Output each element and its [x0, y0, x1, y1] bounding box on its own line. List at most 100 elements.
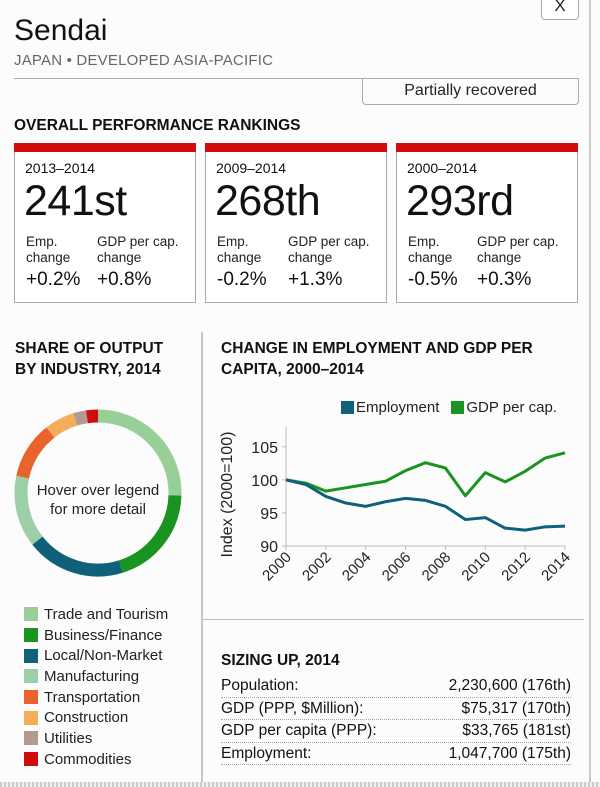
- emp-change-value: -0.2%: [217, 269, 267, 290]
- legend-swatch: [24, 628, 38, 643]
- column-divider: [201, 332, 203, 787]
- donut-segment-utilities: [73, 410, 88, 426]
- emp-change-label: Emp. change: [408, 234, 453, 265]
- emp-change-label: Emp. change: [217, 234, 262, 265]
- sizing-row: GDP per capita (PPP): $33,765 (181st): [221, 720, 571, 743]
- legend-item[interactable]: Business/Finance: [24, 625, 168, 646]
- legend-item[interactable]: Trade and Tourism: [24, 604, 168, 625]
- x-tick-label: 2008: [419, 549, 455, 585]
- rank-period: 2013–2014: [25, 160, 96, 176]
- legend-label: Trade and Tourism: [44, 605, 169, 623]
- city-name: Sendai: [14, 14, 108, 47]
- legend-swatch: [24, 669, 38, 684]
- legend-item[interactable]: Manufacturing: [24, 666, 168, 687]
- x-tick-label: 2010: [458, 549, 494, 585]
- rank-value: 268th: [215, 177, 321, 225]
- legend-label: Manufacturing: [44, 667, 140, 685]
- legend-label: Transportation: [44, 688, 141, 706]
- sizing-label: GDP per capita (PPP):: [221, 722, 377, 739]
- legend-swatch: [24, 752, 38, 767]
- bottom-border: [0, 782, 600, 787]
- sizing-value: 2,230,600 (176th): [448, 677, 571, 694]
- donut-segment-construction: [46, 413, 78, 438]
- legend-item[interactable]: Construction: [24, 707, 168, 728]
- legend-item[interactable]: Commodities: [24, 749, 168, 770]
- y-tick-label: 105: [251, 440, 278, 457]
- legend-label: GDP per cap.: [466, 399, 557, 416]
- legend-swatch: [24, 690, 38, 705]
- rank-card: 2000–2014 293rd Emp. change GDP per cap. c…: [396, 143, 578, 303]
- donut-segment-business-finance: [118, 495, 182, 573]
- gdp-change-value: +0.8%: [97, 269, 152, 290]
- emp-change-label: Emp. change: [26, 234, 71, 265]
- sizing-row: GDP (PPP, $Million): $75,317 (170th): [221, 698, 571, 720]
- emp-change-value: +0.2%: [26, 269, 81, 290]
- line-legend-item[interactable]: Employment: [341, 399, 439, 416]
- status-badge: Partially recovered: [362, 78, 579, 105]
- rank-value: 293rd: [406, 177, 514, 225]
- x-tick-label: 2002: [299, 549, 335, 585]
- rank-card-accent: [14, 143, 196, 152]
- legend-label: Local/Non-Market: [44, 647, 163, 665]
- rank-period: 2009–2014: [216, 160, 287, 176]
- industry-donut-chart: [14, 409, 182, 577]
- rank-card-accent: [396, 143, 578, 152]
- sizing-table: Population: 2,230,600 (176th) GDP (PPP, $…: [221, 675, 571, 765]
- line-chart-legend: Employment GDP per cap.: [341, 399, 569, 416]
- section-divider: [203, 619, 584, 620]
- sizing-label: Employment:: [221, 744, 312, 762]
- line-legend-item[interactable]: GDP per cap.: [451, 399, 557, 416]
- legend-swatch: [24, 731, 38, 746]
- donut-segment-transportation: [16, 427, 55, 479]
- legend-label: Employment: [356, 399, 440, 416]
- legend-item[interactable]: Utilities: [24, 728, 168, 749]
- sizing-label: Population:: [221, 677, 299, 694]
- legend-swatch: [24, 648, 38, 663]
- gdp-change-value: +0.3%: [477, 269, 532, 290]
- series-line-gdp-per-cap: [285, 451, 566, 498]
- donut-segment-trade-and-tourism: [97, 409, 182, 496]
- sizing-value: $33,765 (181st): [462, 722, 571, 739]
- share-title: SHARE OF OUTPUT BY INDUSTRY, 2014: [15, 340, 164, 378]
- x-tick-label: 2006: [379, 549, 415, 585]
- legend-swatch: [24, 710, 38, 725]
- donut-segment-manufacturing: [14, 475, 43, 545]
- x-tick-label: 2014: [538, 549, 574, 585]
- y-tick-label: 90: [260, 539, 278, 556]
- rank-card: 2009–2014 268th Emp. change GDP per cap. c…: [205, 143, 387, 303]
- sizing-label: GDP (PPP, $Million):: [221, 699, 364, 717]
- sizing-row: Population: 2,230,600 (176th): [221, 675, 571, 698]
- legend-label: Business/Finance: [44, 626, 163, 644]
- legend-swatch: [341, 401, 354, 414]
- rankings-title: OVERALL PERFORMANCE RANKINGS: [14, 117, 301, 134]
- panel-scrollbar[interactable]: [589, 0, 591, 787]
- sizing-value: $75,317 (170th): [461, 699, 571, 717]
- donut-segment-local-non-market: [32, 536, 123, 577]
- series-line-employment: [285, 478, 566, 532]
- change-title: CHANGE IN EMPLOYMENT AND GDP PER CAPITA, …: [221, 340, 533, 378]
- y-tick-label: 95: [260, 506, 278, 523]
- close-button[interactable]: X: [541, 0, 579, 20]
- rank-card-accent: [205, 143, 387, 152]
- rank-period: 2000–2014: [407, 160, 478, 176]
- y-axis-label: Index (2000=100): [219, 432, 236, 558]
- donut-segment-commodities: [85, 409, 99, 424]
- rank-value: 241st: [24, 177, 127, 225]
- emp-change-value: -0.5%: [408, 269, 458, 290]
- legend-swatch: [451, 401, 465, 414]
- donut-center-hint: Hover over legend for more detail: [36, 482, 160, 518]
- legend-label: Utilities: [44, 729, 93, 747]
- legend-item[interactable]: Transportation: [24, 687, 168, 708]
- gdp-change-label: GDP per cap. change: [288, 234, 370, 265]
- legend-item[interactable]: Local/Non-Market: [24, 645, 168, 666]
- x-tick-label: 2012: [498, 549, 534, 585]
- legend-label: Construction: [44, 709, 129, 727]
- y-tick-label: 100: [251, 473, 278, 490]
- industry-legend: Trade and Tourism Business/Finance Local/N…: [24, 604, 168, 770]
- gdp-change-label: GDP per cap. change: [97, 234, 179, 265]
- region-subtitle: JAPAN • DEVELOPED ASIA-PACIFIC: [14, 52, 274, 69]
- gdp-change-value: +1.3%: [288, 269, 343, 290]
- rank-card: 2013–2014 241st Emp. change GDP per cap. c…: [14, 143, 196, 303]
- legend-label: Commodities: [44, 750, 132, 768]
